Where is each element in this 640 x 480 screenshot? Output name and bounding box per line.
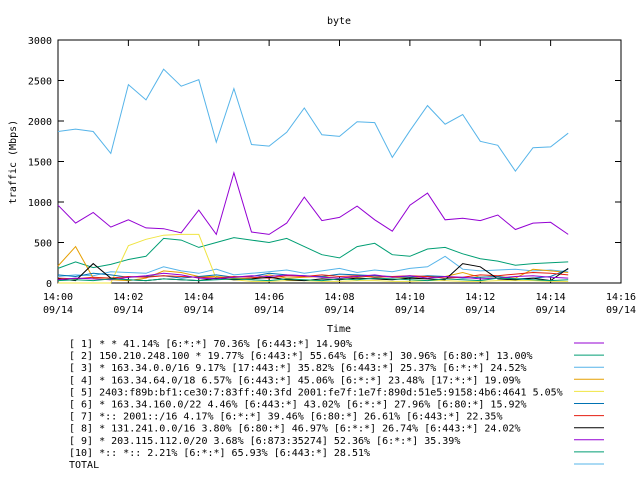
x-tick-label-time: 14:10 xyxy=(395,292,425,303)
y-tick-label: 1500 xyxy=(28,158,52,169)
legend-label: [ 1] * * 41.14% [6:*:*] 70.36% [6:443:*]… xyxy=(69,339,352,350)
y-tick-label: 0 xyxy=(46,279,52,290)
y-tick-label: 500 xyxy=(34,239,52,250)
x-tick-label-date: 09/14 xyxy=(536,305,566,316)
x-tick-label-time: 14:06 xyxy=(254,292,284,303)
x-tick-label-time: 14:08 xyxy=(324,292,354,303)
series-line-5 xyxy=(58,233,569,284)
x-tick-label-date: 09/14 xyxy=(113,305,143,316)
legend: [ 1] * * 41.14% [6:*:*] 70.36% [6:443:*]… xyxy=(69,339,604,471)
x-tick-label-time: 14:14 xyxy=(536,292,566,303)
series-line-7 xyxy=(57,271,569,280)
x-tick-label-date: 09/14 xyxy=(465,305,495,316)
series-line-10 xyxy=(57,277,569,282)
x-tick-label-date: 09/14 xyxy=(43,305,73,316)
y-tick-label: 1000 xyxy=(28,198,52,209)
x-tick-label-date: 09/14 xyxy=(184,305,214,316)
plot-frame xyxy=(57,39,622,284)
x-tick-label-time: 14:02 xyxy=(113,292,143,303)
x-tick-label-date: 09/14 xyxy=(395,305,425,316)
y-tick-label: 2500 xyxy=(28,77,52,88)
series-line-9 xyxy=(57,272,569,281)
legend-label: [ 4] * 163.34.64.0/18 6.57% [6:443:*] 45… xyxy=(69,375,521,386)
y-tick-label: 3000 xyxy=(28,36,52,47)
legend-label: [ 2] 150.210.248.100 * 19.77% [6:443:*] … xyxy=(69,351,533,362)
legend-label: TOTAL xyxy=(69,460,99,471)
y-axis-label: traffic (Mbps) xyxy=(8,120,19,204)
legend-label: [ 5] 2403:f89b:bf1:ce30:7:83ff:40:3fd 20… xyxy=(69,387,563,398)
y-axis-ticks: 0 500 1000 1500 2000 2500 3000 xyxy=(28,36,621,290)
legend-label: [ 8] * 131.241.0.0/16 3.80% [6:80:*] 46.… xyxy=(69,424,521,435)
x-tick-label-time: 14:12 xyxy=(465,292,495,303)
x-tick-label-time: 14:04 xyxy=(184,292,214,303)
y-tick-label: 2000 xyxy=(28,117,52,128)
legend-label: [ 6] * 163.34.160.0/22 4.46% [6:443:*] 4… xyxy=(69,400,527,411)
x-axis-label: Time xyxy=(327,324,351,335)
series-lines xyxy=(57,68,569,284)
chart-title: byte xyxy=(327,16,351,27)
series-line-1 xyxy=(57,171,569,236)
series-line-3 xyxy=(57,255,569,277)
x-tick-label-date: 09/14 xyxy=(254,305,284,316)
legend-label: [ 3] * 163.34.0.0/16 9.17% [17:443:*] 35… xyxy=(69,363,527,374)
legend-label: [ 9] * 203.115.112.0/20 3.68% [6:873:352… xyxy=(69,436,460,447)
x-tick-label-date: 09/14 xyxy=(606,305,636,316)
x-tick-label-time: 14:00 xyxy=(43,292,73,303)
x-tick-label-date: 09/14 xyxy=(324,305,354,316)
legend-label: [10] *:: *:: 2.21% [6:*:*] 65.93% [6:443… xyxy=(69,448,370,459)
series-line-2 xyxy=(57,237,569,269)
x-tick-label-time: 14:16 xyxy=(606,292,636,303)
series-line-11 xyxy=(57,68,569,173)
legend-label: [ 7] *:: 2001::/16 4.17% [6:*:*] 39.46% … xyxy=(69,412,502,423)
